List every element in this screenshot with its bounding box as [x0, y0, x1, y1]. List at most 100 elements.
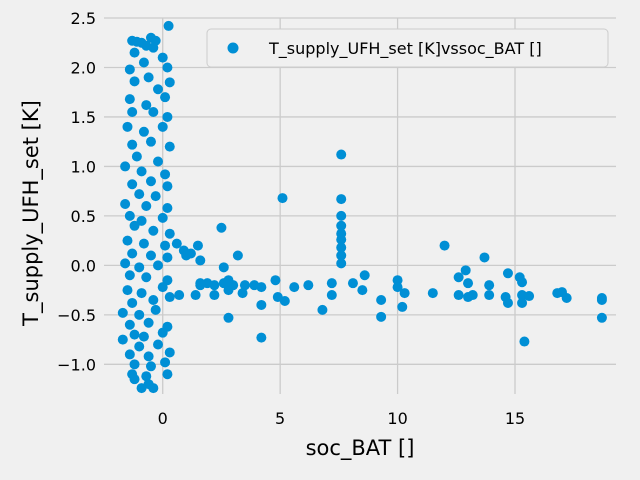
scatter-point — [138, 126, 149, 137]
scatter-point — [129, 220, 140, 231]
plot-area-background — [104, 18, 616, 394]
scatter-point — [143, 72, 154, 83]
scatter-point — [517, 297, 528, 308]
scatter-point — [148, 107, 159, 117]
scatter-point — [484, 280, 495, 291]
scatter-point — [124, 94, 135, 105]
scatter-point — [148, 225, 159, 236]
y-tick-label: 2.5 — [71, 9, 96, 28]
scatter-point — [117, 334, 128, 345]
scatter-point — [162, 202, 173, 213]
scatter-point — [131, 151, 142, 162]
scatter-point — [185, 248, 196, 259]
scatter-point — [145, 361, 156, 372]
scatter-point — [127, 107, 138, 117]
scatter-point — [326, 278, 337, 289]
scatter-point — [136, 166, 147, 177]
scatter-point — [129, 359, 140, 370]
scatter-point — [157, 212, 168, 223]
scatter-point — [160, 240, 171, 251]
scatter-point — [209, 280, 220, 291]
scatter-point — [124, 64, 135, 75]
scatter-point — [223, 275, 234, 286]
scatter-point — [148, 42, 159, 53]
y-tick-label: 1.5 — [71, 108, 96, 127]
scatter-point — [195, 255, 206, 266]
scatter-point — [143, 317, 154, 328]
scatter-point — [138, 238, 149, 249]
scatter-point — [517, 277, 528, 288]
scatter-point — [174, 290, 185, 301]
scatter-point — [336, 234, 347, 245]
scatter-point — [157, 327, 168, 338]
scatter-point — [164, 77, 175, 88]
scatter-point — [359, 270, 370, 281]
scatter-point — [153, 84, 164, 95]
scatter-point — [392, 282, 403, 293]
scatter-point — [164, 347, 175, 358]
scatter-point — [256, 332, 267, 343]
legend: T_supply_UFH_set [K]vssoc_BAT [] — [206, 28, 609, 68]
scatter-point — [162, 181, 173, 192]
scatter-point — [463, 278, 474, 289]
scatter-point — [124, 319, 135, 330]
scatter-point — [162, 62, 173, 73]
scatter-point — [237, 288, 248, 299]
scatter-point — [129, 329, 140, 340]
scatter-point — [209, 290, 220, 301]
scatter-point — [502, 297, 513, 308]
scatter-point — [336, 149, 347, 160]
scatter-point — [279, 295, 290, 306]
scatter-point — [192, 240, 203, 251]
scatter-point — [392, 275, 403, 286]
scatter-point — [453, 290, 464, 301]
scatter-point — [164, 228, 175, 239]
y-tick-label: −0.5 — [57, 306, 96, 325]
scatter-point — [596, 295, 607, 305]
scatter-point — [160, 169, 171, 180]
scatter-point — [336, 210, 347, 221]
scatter-point — [218, 262, 229, 273]
scatter-point — [561, 293, 572, 304]
scatter-point — [134, 341, 145, 352]
scatter-point — [289, 282, 300, 293]
y-axis-label: T_supply_UFH_set [K] — [19, 100, 44, 327]
scatter-point — [303, 280, 314, 291]
scatter-point — [460, 265, 471, 276]
grid-lines — [104, 17, 616, 394]
data-points — [117, 20, 607, 394]
y-tick-label: 0.5 — [71, 207, 96, 226]
scatter-point — [141, 272, 152, 283]
scatter-point — [127, 297, 138, 308]
scatter-point — [223, 312, 234, 323]
scatter-point — [336, 250, 347, 261]
scatter-point — [317, 304, 328, 315]
x-tick-label: 0 — [158, 409, 168, 428]
scatter-point — [148, 295, 159, 305]
scatter-point — [171, 238, 182, 249]
scatter-point — [336, 242, 347, 253]
scatter-point — [164, 292, 175, 303]
scatter-point — [122, 235, 133, 246]
scatter-point — [129, 47, 140, 58]
scatter-point — [376, 295, 387, 305]
scatter-point — [270, 275, 281, 286]
scatter-point — [249, 280, 260, 291]
scatter-point — [124, 270, 135, 281]
scatter-point — [439, 240, 450, 251]
scatter-point — [164, 141, 175, 152]
legend-label: T_supply_UFH_set [K]vssoc_BAT [] — [268, 39, 542, 59]
scatter-point — [129, 76, 140, 87]
x-tick-label: 15 — [505, 409, 525, 428]
scatter-point — [134, 309, 145, 320]
scatter-point — [157, 52, 168, 63]
scatter-point — [347, 278, 358, 289]
scatter-point — [150, 304, 161, 315]
scatter-point — [141, 371, 152, 382]
scatter-point — [232, 250, 243, 261]
scatter-point — [141, 201, 152, 211]
scatter-point — [141, 100, 152, 111]
scatter-point — [524, 291, 535, 302]
scatter-point — [129, 374, 140, 385]
scatter-point — [336, 194, 347, 205]
